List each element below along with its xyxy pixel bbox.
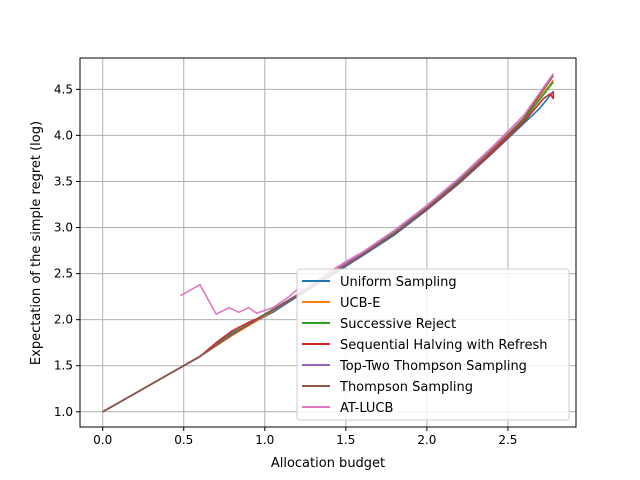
legend-label: UCB-E [340, 296, 380, 311]
legend-label: Sequential Halving with Refresh [340, 338, 548, 353]
y-tick-label: 3.0 [54, 221, 73, 235]
legend-label: Top-Two Thompson Sampling [339, 359, 527, 374]
y-axis-ticks: 1.0 1.5 2.0 2.5 3.0 3.5 4.0 4.5 [54, 82, 80, 419]
y-tick-label: 3.5 [54, 174, 73, 188]
x-tick-label: 2.5 [498, 433, 517, 447]
legend-label: Thompson Sampling [339, 380, 473, 395]
legend: Uniform Sampling UCB-E Successive Reject Se… [296, 268, 570, 421]
x-tick-label: 0.5 [174, 433, 193, 447]
x-axis-ticks: 0.0 0.5 1.0 1.5 2.0 2.5 [93, 427, 517, 447]
y-tick-label: 1.0 [54, 405, 73, 419]
y-tick-label: 1.5 [54, 359, 73, 373]
plot-frame [79, 57, 577, 428]
x-tick-label: 0.0 [93, 433, 112, 447]
x-tick-label: 2.0 [417, 433, 436, 447]
x-axis-label: Allocation budget [271, 456, 385, 471]
legend-label: AT-LUCB [340, 401, 393, 416]
x-tick-label: 1.0 [255, 433, 274, 447]
y-tick-label: 4.5 [54, 82, 73, 96]
y-tick-label: 2.0 [54, 313, 73, 327]
y-tick-label: 2.5 [54, 267, 73, 281]
x-tick-label: 1.5 [336, 433, 355, 447]
legend-label: Successive Reject [340, 317, 456, 332]
legend-label: Uniform Sampling [340, 275, 457, 290]
y-tick-label: 4.0 [54, 128, 73, 142]
y-axis-label: Expectation of the simple regret (log) [29, 121, 44, 365]
legend-box [296, 268, 570, 421]
